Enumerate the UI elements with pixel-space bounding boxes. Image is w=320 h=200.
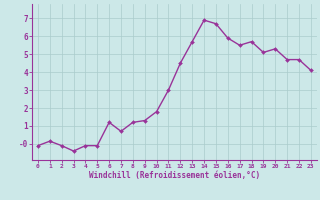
X-axis label: Windchill (Refroidissement éolien,°C): Windchill (Refroidissement éolien,°C) — [89, 171, 260, 180]
